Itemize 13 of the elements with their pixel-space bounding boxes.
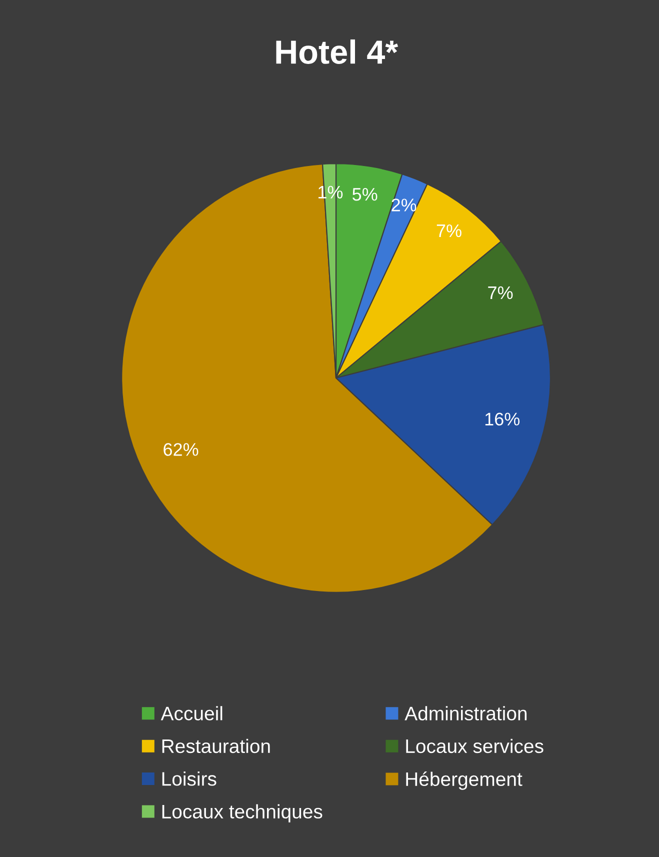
legend-label: Locaux services (406, 738, 544, 754)
data-label: 62% (164, 443, 198, 456)
legend-label: Hébergement (406, 772, 522, 790)
legend-label: Restauration (162, 738, 270, 754)
data-label: 7% (488, 286, 513, 300)
legend-label: Loisirs (162, 772, 216, 786)
legend-label: Accueil (160, 706, 222, 720)
legend-label: Administration (404, 706, 527, 720)
data-label: 7% (436, 224, 462, 238)
legend-label: Locaux techniques (162, 804, 322, 822)
chart-title: Hotel 4* (276, 39, 398, 64)
data-label: 16% (485, 412, 520, 426)
data-label: 5% (352, 188, 378, 201)
